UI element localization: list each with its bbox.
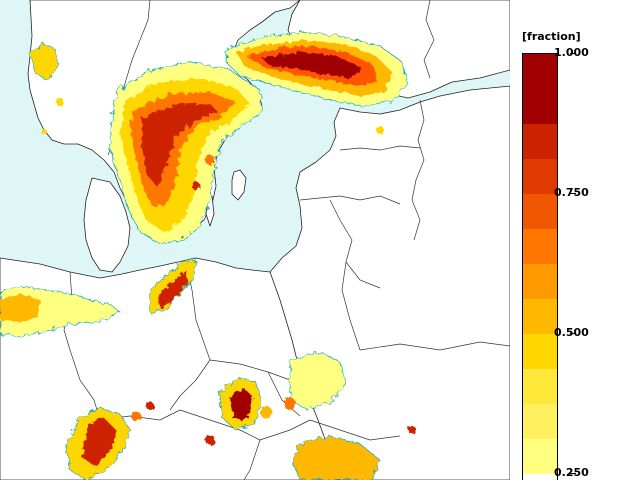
legend-tick-label: 1.000 — [554, 46, 589, 59]
legend-tick-label: 0.500 — [554, 326, 589, 339]
field-zone-sweden-peak — [142, 104, 218, 188]
legend-swatch — [523, 439, 557, 474]
border-estonia-latvia — [339, 145, 421, 151]
field-cell — [408, 426, 416, 434]
legend-swatch — [523, 264, 557, 299]
field-cell — [205, 155, 215, 165]
snow-fraction-field — [0, 31, 416, 480]
border-czech-slovakia — [267, 371, 301, 417]
legend-color-bar — [522, 53, 558, 480]
legend-tick-mark — [570, 333, 576, 334]
legend-swatch — [523, 124, 557, 159]
field-cell — [56, 98, 64, 106]
field-cell — [284, 398, 296, 410]
legend-tick-label: 0.250 — [554, 466, 589, 479]
field-cell — [41, 129, 47, 135]
border-slovakia-hungary — [259, 419, 311, 441]
field-zone-balkans — [291, 435, 381, 480]
legend-tick-label: 0.750 — [554, 186, 589, 199]
border-finland-russia — [423, 0, 435, 79]
border-belarus-ukraine — [359, 341, 510, 351]
field-cell — [146, 402, 154, 410]
field-zone-norway — [29, 43, 59, 81]
field-cell — [192, 182, 200, 190]
field-cell — [205, 435, 215, 445]
legend-panel: [fraction] 1.000 0.750 0.500 0.250 — [510, 0, 640, 480]
legend-tick-mark — [570, 193, 576, 194]
field-cell — [131, 411, 141, 421]
land-gotland — [231, 169, 247, 201]
legend-unit-label: [fraction] — [522, 30, 581, 43]
legend-swatch — [523, 334, 557, 369]
field-cell — [260, 406, 272, 418]
field-zone-alps-peak — [82, 418, 116, 466]
border-baltic-russia-east — [411, 99, 425, 241]
legend-swatch — [523, 299, 557, 334]
legend-swatch — [523, 54, 557, 124]
border-ukraine-romania — [309, 419, 401, 441]
border-germany-czech — [169, 359, 211, 411]
legend-swatch — [523, 159, 557, 194]
field-zone-poland-coast-peak — [158, 270, 188, 308]
field-zone-tatra-peak — [230, 388, 254, 420]
map-canvas[interactable] — [0, 0, 510, 480]
field-cell — [376, 126, 384, 134]
legend-swatch — [523, 369, 557, 404]
land-denmark — [83, 177, 131, 273]
border-austria-hungary — [179, 409, 261, 441]
border-hungary-romania — [243, 439, 261, 480]
border-poland-belarus — [341, 261, 361, 351]
field-zone-netherlands-mid — [0, 294, 40, 322]
border-lithuania-belarus — [329, 199, 381, 289]
legend-tick-mark — [570, 473, 576, 474]
field-zone-finland-peak — [262, 52, 362, 78]
border-latvia-lithuania — [299, 195, 401, 205]
legend-swatch — [523, 194, 557, 229]
legend-swatch — [523, 404, 557, 439]
legend-swatch — [523, 229, 557, 264]
legend-tick-mark — [570, 53, 576, 54]
